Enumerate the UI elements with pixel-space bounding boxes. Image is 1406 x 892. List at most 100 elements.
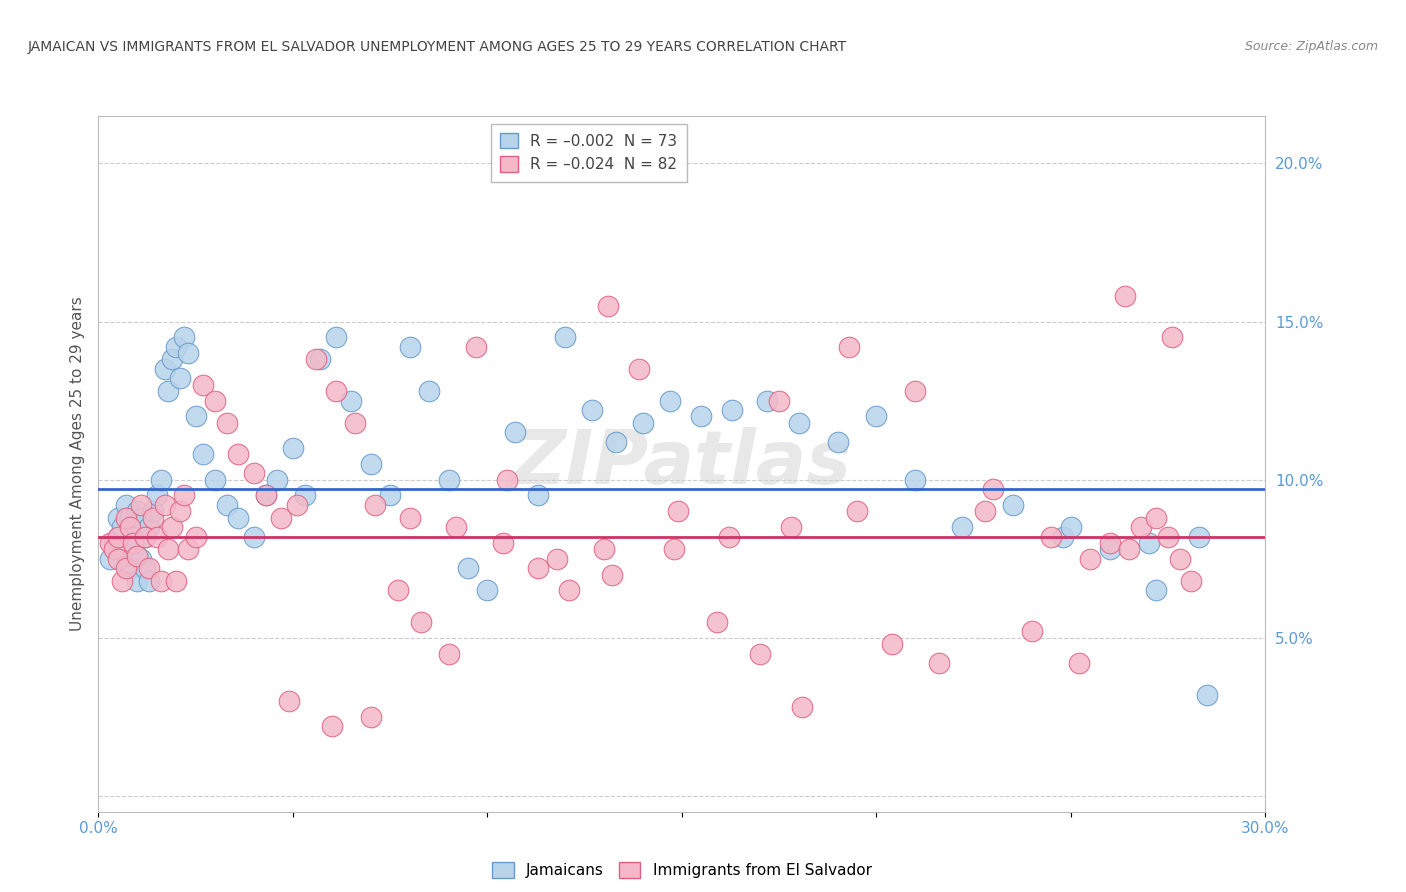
Point bbox=[184, 409, 207, 424]
Point bbox=[503, 425, 526, 440]
Point bbox=[138, 561, 160, 575]
Point bbox=[527, 488, 550, 502]
Point bbox=[492, 536, 515, 550]
Point bbox=[142, 504, 165, 518]
Point bbox=[880, 637, 903, 651]
Point bbox=[344, 416, 367, 430]
Point bbox=[169, 371, 191, 385]
Point bbox=[974, 504, 997, 518]
Point bbox=[103, 536, 125, 550]
Point bbox=[305, 352, 328, 367]
Point bbox=[138, 574, 160, 588]
Point bbox=[628, 362, 651, 376]
Point bbox=[1067, 656, 1090, 670]
Point bbox=[398, 510, 420, 524]
Point bbox=[928, 656, 950, 670]
Point bbox=[138, 520, 160, 534]
Point bbox=[243, 467, 266, 481]
Point bbox=[748, 647, 770, 661]
Point bbox=[779, 520, 801, 534]
Point bbox=[146, 488, 169, 502]
Point bbox=[981, 482, 1004, 496]
Point bbox=[193, 377, 215, 392]
Point bbox=[107, 530, 129, 544]
Point bbox=[477, 583, 499, 598]
Point bbox=[904, 473, 927, 487]
Point bbox=[546, 551, 568, 566]
Point bbox=[838, 340, 860, 354]
Point bbox=[1040, 530, 1063, 544]
Point bbox=[706, 615, 728, 629]
Point bbox=[827, 434, 849, 449]
Point bbox=[1001, 498, 1024, 512]
Point bbox=[184, 530, 207, 544]
Point bbox=[114, 498, 136, 512]
Point bbox=[111, 520, 134, 534]
Point bbox=[107, 530, 129, 544]
Point bbox=[149, 473, 172, 487]
Point bbox=[165, 340, 187, 354]
Point bbox=[1098, 536, 1121, 550]
Point bbox=[1129, 520, 1152, 534]
Point bbox=[118, 510, 141, 524]
Point bbox=[204, 393, 226, 408]
Point bbox=[690, 409, 713, 424]
Point bbox=[717, 530, 740, 544]
Point bbox=[1180, 574, 1202, 588]
Point bbox=[605, 434, 627, 449]
Point bbox=[157, 384, 180, 398]
Point bbox=[360, 710, 382, 724]
Point bbox=[278, 694, 301, 708]
Point bbox=[134, 530, 156, 544]
Point bbox=[437, 647, 460, 661]
Point bbox=[600, 567, 623, 582]
Point bbox=[228, 447, 250, 461]
Point bbox=[153, 362, 176, 376]
Point bbox=[243, 530, 266, 544]
Point bbox=[325, 384, 347, 398]
Point bbox=[114, 549, 136, 563]
Point bbox=[756, 393, 779, 408]
Point bbox=[107, 551, 129, 566]
Point bbox=[1098, 542, 1121, 557]
Point bbox=[134, 530, 156, 544]
Point bbox=[596, 299, 619, 313]
Point bbox=[411, 615, 433, 629]
Point bbox=[103, 542, 125, 557]
Point bbox=[153, 498, 176, 512]
Point bbox=[162, 352, 184, 367]
Point bbox=[1118, 542, 1140, 557]
Point bbox=[1060, 520, 1083, 534]
Point bbox=[162, 520, 184, 534]
Point bbox=[558, 583, 581, 598]
Point bbox=[111, 542, 134, 557]
Point bbox=[1188, 530, 1211, 544]
Point bbox=[118, 520, 141, 534]
Point bbox=[554, 330, 576, 344]
Point bbox=[446, 520, 468, 534]
Point bbox=[495, 473, 517, 487]
Point bbox=[457, 561, 479, 575]
Point bbox=[294, 488, 316, 502]
Point bbox=[662, 542, 685, 557]
Point bbox=[904, 384, 927, 398]
Point bbox=[398, 340, 420, 354]
Point bbox=[169, 504, 191, 518]
Point bbox=[363, 498, 385, 512]
Point bbox=[157, 542, 180, 557]
Point bbox=[254, 488, 277, 502]
Point bbox=[865, 409, 887, 424]
Point bbox=[204, 473, 226, 487]
Point bbox=[122, 536, 145, 550]
Point bbox=[118, 561, 141, 575]
Point bbox=[1146, 583, 1168, 598]
Point bbox=[792, 700, 814, 714]
Point bbox=[281, 441, 304, 455]
Point bbox=[228, 510, 250, 524]
Point bbox=[340, 393, 363, 408]
Point bbox=[122, 542, 145, 557]
Point bbox=[98, 551, 121, 566]
Point bbox=[1114, 289, 1136, 303]
Point bbox=[659, 393, 682, 408]
Point bbox=[146, 530, 169, 544]
